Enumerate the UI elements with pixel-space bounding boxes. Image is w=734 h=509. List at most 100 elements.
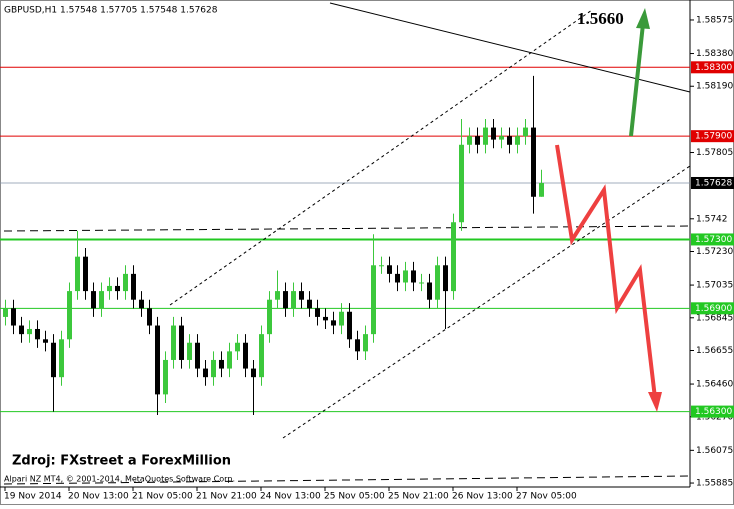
candle-body bbox=[91, 291, 96, 309]
channel-upper bbox=[169, 9, 593, 306]
candle-body bbox=[315, 308, 320, 317]
candle-body bbox=[115, 285, 120, 292]
red-arrow bbox=[555, 144, 657, 399]
candle-body bbox=[379, 265, 384, 267]
candle-body bbox=[227, 351, 232, 369]
candle-body bbox=[347, 311, 352, 340]
dashed-line bbox=[3, 475, 691, 485]
candle-body bbox=[67, 291, 72, 340]
candle-body bbox=[219, 359, 224, 369]
candle-body bbox=[435, 265, 440, 300]
candle-body bbox=[403, 270, 408, 283]
candle-body bbox=[387, 265, 392, 274]
candle-body bbox=[83, 256, 88, 292]
candle-body bbox=[443, 265, 448, 292]
dashed-line bbox=[3, 225, 691, 232]
candle-body bbox=[355, 339, 360, 352]
candle-body bbox=[147, 308, 152, 326]
candle-body bbox=[155, 325, 160, 395]
candle-body bbox=[371, 265, 376, 335]
level-label: 1.56900 bbox=[695, 304, 732, 314]
y-tick-label: 1.5742 bbox=[696, 214, 728, 224]
x-tick-label: 20 Nov 13:00 bbox=[68, 492, 129, 502]
y-tick-label: 1.58575 bbox=[696, 15, 733, 25]
level-tag bbox=[691, 405, 734, 418]
green-arrowhead bbox=[636, 8, 650, 29]
candle-body bbox=[451, 222, 456, 292]
candle-body bbox=[179, 325, 184, 360]
candle-body bbox=[307, 299, 312, 309]
x-tick-label: 19 Nov 2014 bbox=[4, 492, 62, 502]
candle-body bbox=[259, 334, 264, 378]
candle-body bbox=[3, 308, 8, 317]
green-arrow bbox=[629, 23, 645, 137]
candle-body bbox=[323, 316, 328, 321]
candle-body bbox=[283, 291, 288, 309]
candle-body bbox=[483, 127, 488, 145]
x-tick-label: 21 Nov 21:00 bbox=[196, 492, 257, 502]
y-tick-label: 1.56655 bbox=[696, 346, 733, 356]
candle-body bbox=[235, 342, 240, 352]
candle-body bbox=[523, 127, 528, 137]
x-tick-label: 21 Nov 05:00 bbox=[132, 492, 193, 502]
candle-body bbox=[171, 325, 176, 360]
chart-title: GBPUSD,H1 1.57548 1.57705 1.57548 1.5762… bbox=[4, 6, 218, 16]
target-annotation: 1.5660 bbox=[577, 9, 624, 28]
candle-body bbox=[19, 325, 24, 335]
level-label: 1.56300 bbox=[695, 407, 732, 417]
level-tag bbox=[691, 130, 734, 143]
x-tick-label: 26 Nov 13:00 bbox=[452, 492, 513, 502]
candle-body bbox=[339, 311, 344, 326]
y-tick-label: 1.58190 bbox=[696, 82, 733, 92]
candle-body bbox=[211, 359, 216, 378]
candle-body bbox=[507, 136, 512, 145]
source-note: Zdroj: FXstreet a ForexMillion bbox=[12, 454, 231, 469]
candle-body bbox=[363, 334, 368, 352]
last-price-label: 1.57628 bbox=[695, 178, 732, 188]
candle-body bbox=[515, 136, 520, 145]
x-tick-label: 25 Nov 05:00 bbox=[324, 492, 385, 502]
candle-body bbox=[475, 136, 480, 145]
y-tick-label: 1.57230 bbox=[696, 247, 733, 257]
candle-body bbox=[11, 308, 16, 326]
candle-body bbox=[59, 339, 64, 378]
candle-body bbox=[395, 273, 400, 283]
y-tick-label: 1.58380 bbox=[696, 49, 733, 59]
y-tick-label: 1.57035 bbox=[696, 281, 733, 291]
candle-body bbox=[491, 127, 496, 140]
y-tick-label: 1.56460 bbox=[696, 380, 733, 390]
candle-body bbox=[467, 136, 472, 145]
y-tick-label: 1.57805 bbox=[696, 148, 733, 158]
candle-body bbox=[267, 299, 272, 335]
candle-body bbox=[51, 342, 56, 378]
trend-line bbox=[329, 2, 691, 93]
x-tick-label: 25 Nov 21:00 bbox=[388, 492, 449, 502]
candle-body bbox=[291, 291, 296, 309]
y-tick-label: 1.55885 bbox=[696, 479, 733, 489]
level-label: 1.57300 bbox=[695, 235, 732, 245]
candle-body bbox=[43, 339, 48, 343]
candle-body bbox=[243, 342, 248, 369]
candle-body bbox=[163, 359, 168, 395]
y-tick-label: 1.56845 bbox=[696, 313, 733, 323]
levels bbox=[0, 66, 690, 413]
candle-body bbox=[427, 282, 432, 300]
candle-body bbox=[411, 270, 416, 283]
y-tick-label: 1.56075 bbox=[696, 446, 733, 456]
x-tick-label: 24 Nov 13:00 bbox=[260, 492, 321, 502]
candle-body bbox=[275, 291, 280, 300]
candle-body bbox=[251, 368, 256, 378]
candle-body bbox=[195, 342, 200, 369]
candles bbox=[3, 75, 544, 416]
candle-body bbox=[459, 144, 464, 223]
level-tag bbox=[691, 61, 734, 74]
copyright: Alpari NZ MT4, © 2001-2014, MetaQuotes S… bbox=[4, 475, 235, 484]
candle-body bbox=[299, 291, 304, 300]
level-label: 1.57900 bbox=[695, 132, 732, 142]
last-price-tag bbox=[691, 176, 734, 189]
candle-body bbox=[499, 136, 504, 140]
red-arrowhead bbox=[648, 392, 662, 412]
